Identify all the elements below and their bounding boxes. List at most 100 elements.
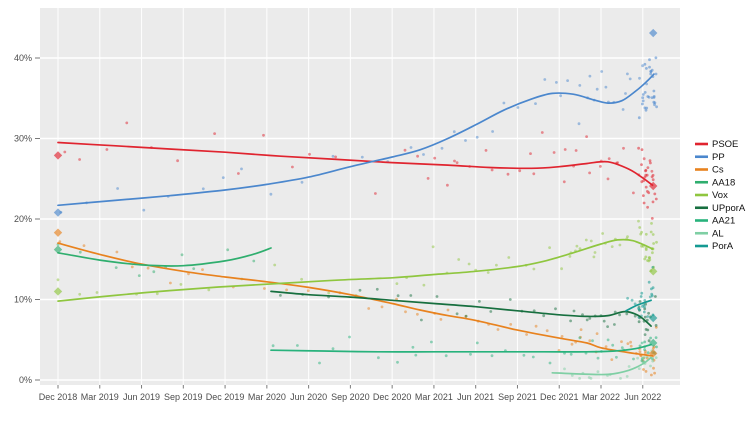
poll-point <box>548 246 551 250</box>
poll-point <box>201 268 204 271</box>
poll-point <box>578 336 582 340</box>
poll-point <box>291 165 294 169</box>
poll-point <box>646 95 650 98</box>
poll-point <box>263 287 266 290</box>
poll-point <box>529 152 532 156</box>
poll-point <box>300 180 304 184</box>
poll-point <box>651 359 655 363</box>
poll-point <box>435 295 439 298</box>
poll-point <box>588 317 592 320</box>
poll-point <box>554 307 557 311</box>
poll-point <box>484 149 488 152</box>
poll-point <box>578 84 582 87</box>
legend-label-vox: Vox <box>712 190 728 201</box>
poll-point <box>545 329 549 333</box>
election-result-diamond-pp <box>53 208 63 217</box>
poll-point <box>411 345 415 349</box>
poll-point <box>624 92 627 95</box>
poll-point <box>114 266 118 269</box>
poll-point <box>626 296 629 300</box>
poll-point <box>651 178 655 182</box>
poll-point <box>650 222 653 225</box>
poll-point <box>446 308 450 312</box>
poll-point <box>646 351 650 355</box>
plot-panel <box>40 8 680 385</box>
poll-point <box>640 230 643 234</box>
y-tick-label: 30% <box>14 134 32 144</box>
poll-point <box>478 300 481 303</box>
poll-point <box>486 271 490 274</box>
poll-point <box>642 310 646 314</box>
poll-point <box>563 367 566 371</box>
poll-point <box>606 325 609 328</box>
y-tick-label: 20% <box>14 214 32 224</box>
poll-point <box>180 253 184 257</box>
poll-point <box>534 102 537 105</box>
poll-point <box>630 298 634 302</box>
x-tick-label: Dec 2020 <box>373 392 412 402</box>
poll-point <box>574 149 578 152</box>
poll-point <box>654 56 658 60</box>
poll-point <box>640 148 644 152</box>
poll-point <box>426 177 430 180</box>
poll-point <box>654 295 657 298</box>
election-result-diamond-psoe <box>649 181 658 191</box>
poll-point <box>637 116 641 120</box>
trend-line-cs <box>57 242 654 357</box>
poll-point <box>637 367 641 370</box>
poll-point <box>604 85 608 89</box>
poll-point <box>650 294 654 298</box>
poll-point <box>606 177 610 181</box>
poll-point <box>532 309 536 313</box>
poll-point <box>306 289 310 293</box>
poll-point <box>644 246 648 250</box>
poll-point <box>414 353 418 357</box>
poll-point <box>652 366 655 370</box>
x-tick-label: Dec 2021 <box>540 392 579 402</box>
poll-point <box>638 344 642 348</box>
election-result-diamond-psoe <box>53 151 63 160</box>
poll-point <box>644 232 648 236</box>
poll-point <box>416 312 419 316</box>
poll-point <box>82 244 86 248</box>
poll-point <box>589 239 593 243</box>
poll-point <box>508 298 512 301</box>
election-result-diamond-cs <box>53 228 63 237</box>
poll-point <box>604 345 608 348</box>
poll-point <box>542 314 546 318</box>
poll-point <box>600 70 604 73</box>
poll-point <box>653 371 656 375</box>
poll-point <box>640 163 643 167</box>
poll-scatter-psoe <box>63 121 658 220</box>
election-result-diamond-pora <box>649 313 658 323</box>
poll-point <box>645 355 649 359</box>
poll-point <box>490 168 494 172</box>
poll-point <box>650 217 654 220</box>
poll-point <box>652 89 656 93</box>
poll-point <box>187 272 190 276</box>
poll-point <box>638 300 642 303</box>
poll-point <box>502 101 506 105</box>
poll-point <box>439 318 443 321</box>
poll-point <box>588 171 591 175</box>
poll-point <box>628 77 632 81</box>
poll-point <box>403 148 407 152</box>
poll-point <box>585 135 588 139</box>
x-tick-label: Sep 2021 <box>498 392 537 402</box>
poll-point <box>522 353 526 357</box>
poll-point <box>63 150 67 154</box>
poll-point <box>649 72 653 76</box>
poll-point <box>648 258 652 262</box>
poll-point <box>641 356 644 360</box>
election-result-diamond-vox <box>649 267 658 276</box>
poll-point <box>633 314 637 318</box>
poll-point <box>543 78 547 81</box>
poll-point <box>642 303 646 307</box>
poll-point <box>584 238 588 242</box>
legend-label-cs: Cs <box>712 165 724 176</box>
poll-point <box>115 250 119 254</box>
poll-point <box>644 328 648 331</box>
poll-point <box>566 79 569 82</box>
poll-point <box>646 259 649 262</box>
